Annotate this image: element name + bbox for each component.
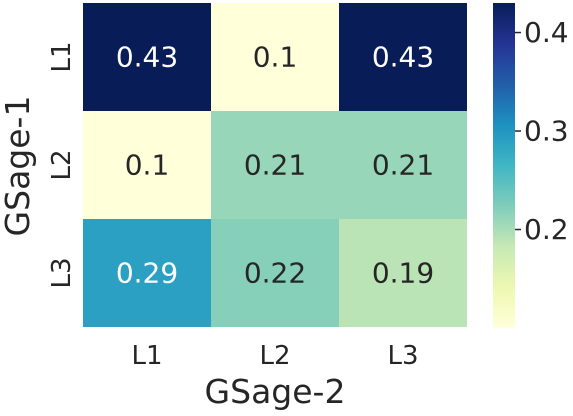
cell-value-label: 0.1 bbox=[253, 41, 298, 74]
cell-value-label: 0.43 bbox=[116, 41, 178, 74]
colorbar-tick-label: 0.3 bbox=[524, 115, 569, 148]
y-tick-label: L3 bbox=[47, 257, 77, 288]
colorbar-tick-label: 0.2 bbox=[524, 213, 569, 246]
cell-value-label: 0.1 bbox=[125, 149, 170, 182]
x-tick-label: L2 bbox=[259, 341, 290, 371]
x-tick-label: L1 bbox=[131, 341, 162, 371]
y-axis-label: GSage-1 bbox=[0, 96, 37, 237]
x-axis-label: GSage-2 bbox=[205, 372, 346, 411]
colorbar bbox=[493, 3, 515, 328]
colorbar-ticks: 0.2 0.3 0.4 bbox=[515, 16, 569, 246]
x-tick-label: L3 bbox=[387, 341, 418, 371]
y-axis-ticks: L1 L2 L3 bbox=[47, 41, 77, 288]
cell-value-label: 0.21 bbox=[372, 149, 434, 182]
cell-value-label: 0.21 bbox=[244, 149, 306, 182]
colorbar-tick-label: 0.4 bbox=[524, 16, 569, 49]
cell-value-label: 0.22 bbox=[244, 257, 306, 290]
cell-value-label: 0.43 bbox=[372, 41, 434, 74]
y-tick-label: L1 bbox=[47, 41, 77, 72]
cell-value-label: 0.29 bbox=[116, 257, 178, 290]
x-axis-ticks: L1 L2 L3 bbox=[131, 341, 418, 371]
y-tick-label: L2 bbox=[47, 149, 77, 180]
cell-value-label: 0.19 bbox=[372, 257, 434, 290]
